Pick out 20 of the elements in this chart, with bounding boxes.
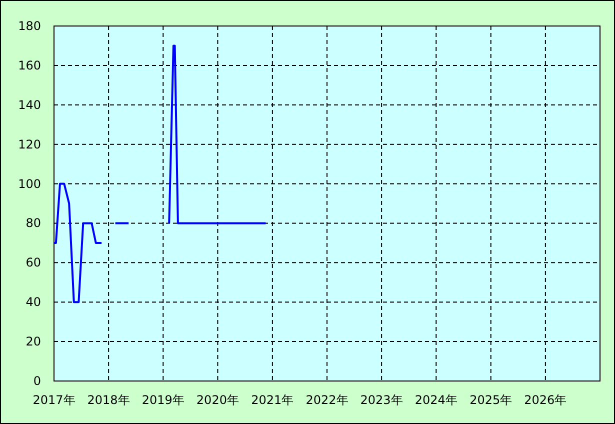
xtick-label: 2019年: [142, 393, 184, 407]
xtick-label: 2025年: [470, 393, 512, 407]
xtick-label: 2026年: [524, 393, 567, 407]
ytick-label: 20: [26, 334, 41, 349]
xtick-label: 2024年: [414, 393, 458, 407]
xtick-label: 2021年: [251, 393, 294, 407]
ytick-label: 140: [18, 98, 41, 112]
ytick-label: 40: [26, 295, 41, 310]
xtick-label: 2020年: [196, 393, 239, 407]
ytick-label: 160: [18, 58, 41, 72]
xtick-label: 2022年: [306, 393, 348, 407]
ytick-label: 120: [18, 137, 41, 152]
xtick-label: 2017年: [32, 393, 76, 407]
xtick-label: 2023年: [360, 393, 403, 407]
ytick-label: 80: [26, 216, 41, 230]
ytick-label: 180: [18, 19, 41, 33]
xtick-label: 2018年: [87, 393, 130, 407]
ytick-label: 100: [18, 176, 41, 191]
ytick-label: 60: [26, 256, 41, 270]
ytick-label: 0: [33, 374, 41, 388]
